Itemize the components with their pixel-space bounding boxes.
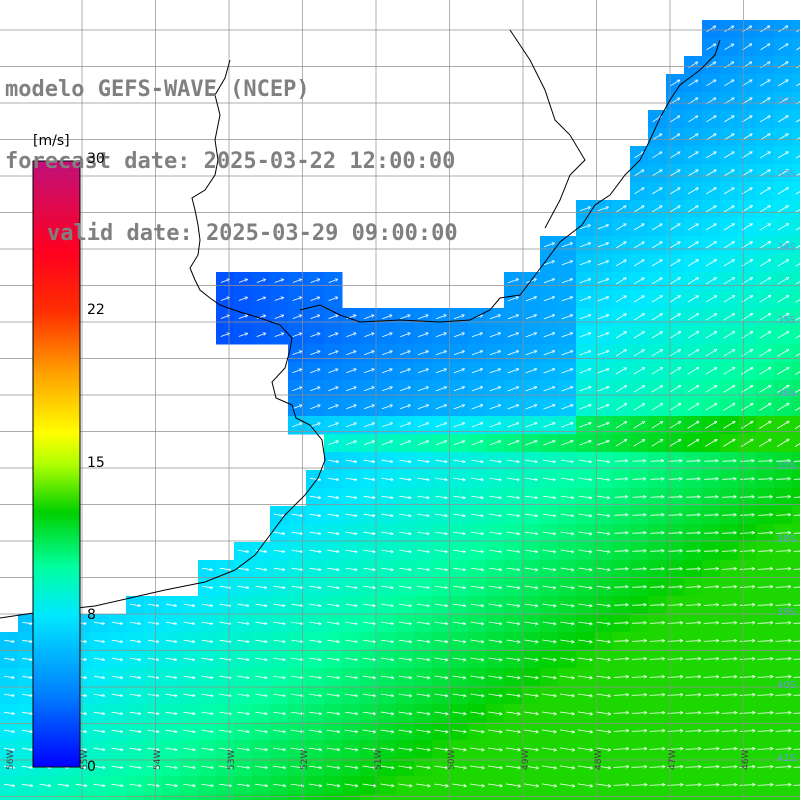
wind-cell: [234, 794, 253, 800]
latitude-label: 32S: [777, 96, 796, 107]
latitude-label: 35S: [777, 315, 796, 326]
wind-cell: [72, 794, 91, 800]
wind-cell: [756, 794, 775, 800]
wind-cell: [216, 794, 235, 800]
wind-cell: [504, 794, 523, 800]
wind-cell: [792, 200, 800, 219]
latitude-label: 38S: [777, 534, 796, 545]
wind-cell: [54, 794, 73, 800]
longitude-label: 51W: [374, 750, 384, 770]
wind-cell: [576, 794, 595, 800]
longitude-label: 47W: [668, 750, 678, 770]
longitude-label: 48W: [594, 750, 604, 770]
longitude-label: 56W: [6, 750, 16, 770]
wind-cell: [36, 794, 55, 800]
wind-cell: [792, 218, 800, 237]
longitude-label: 53W: [227, 750, 237, 770]
wind-cell: [540, 794, 559, 800]
wind-cell: [720, 794, 739, 800]
latitude-label: 40S: [777, 680, 796, 691]
model-title: modelo GEFS-WAVE (NCEP): [5, 78, 458, 102]
wind-cell: [432, 794, 451, 800]
colorbar-tick-15: 15: [87, 455, 105, 471]
wind-cell: [792, 326, 800, 345]
longitude-label: 49W: [521, 750, 531, 770]
longitude-label: 54W: [153, 750, 163, 770]
wind-cell: [414, 794, 433, 800]
wind-cell: [792, 254, 800, 273]
wind-cell: [252, 794, 271, 800]
latitude-label: 39S: [777, 607, 796, 618]
wind-cell: [792, 182, 800, 201]
wind-cell: [612, 794, 631, 800]
latitude-label: 41S: [777, 753, 796, 764]
wind-cell: [792, 110, 800, 129]
colorbar-tick-8: 8: [87, 607, 96, 623]
wind-cell: [738, 794, 757, 800]
wind-cell: [774, 794, 793, 800]
wind-cell: [450, 794, 469, 800]
wind-cell: [792, 38, 800, 57]
wind-cell: [468, 794, 487, 800]
latitude-label: 36S: [777, 388, 796, 399]
valid-date: valid date: 2025-03-29 09:00:00: [5, 222, 458, 246]
wind-cell: [702, 794, 721, 800]
wind-cell: [180, 794, 199, 800]
wind-cell: [792, 398, 800, 417]
wind-cell: [792, 794, 800, 800]
wind-cell: [666, 794, 685, 800]
wind-cell: [792, 290, 800, 309]
latitude-label: 34S: [777, 242, 796, 253]
wind-cell: [792, 272, 800, 291]
wind-cell: [144, 794, 163, 800]
title-block: modelo GEFS-WAVE (NCEP) forecast date: 2…: [5, 30, 458, 294]
wind-cell: [486, 794, 505, 800]
longitude-label: 50W: [447, 750, 457, 770]
latitude-label: 33S: [777, 169, 796, 180]
latitude-label: 37S: [777, 461, 796, 472]
colorbar-tick-22: 22: [87, 302, 105, 318]
wind-cell: [198, 794, 217, 800]
longitude-label: 46W: [741, 750, 751, 770]
wind-cell: [162, 794, 181, 800]
wind-cell: [126, 794, 145, 800]
wind-cell: [18, 794, 37, 800]
wind-cell: [630, 794, 649, 800]
wind-cell: [792, 56, 800, 75]
longitude-label: 55W: [80, 750, 90, 770]
forecast-date: forecast date: 2025-03-22 12:00:00: [5, 150, 458, 174]
wind-cell: [792, 434, 800, 453]
wind-cell: [0, 794, 19, 800]
wind-cell: [648, 794, 667, 800]
wind-cell: [792, 128, 800, 147]
wind-cell: [792, 146, 800, 165]
wind-cell: [378, 794, 397, 800]
wind-cell: [792, 362, 800, 381]
wind-cell: [288, 794, 307, 800]
wind-cell: [108, 794, 127, 800]
colorbar-unit: [m/s]: [33, 133, 70, 149]
wind-cell: [396, 794, 415, 800]
wind-cell: [684, 794, 703, 800]
wind-cell: [90, 794, 109, 800]
wind-cell: [522, 794, 541, 800]
colorbar-tick-30: 30: [87, 151, 105, 167]
wind-cell: [792, 74, 800, 93]
wind-cell: [558, 794, 577, 800]
wind-cell: [792, 20, 800, 39]
longitude-label: 52W: [300, 750, 310, 770]
wind-cell: [270, 794, 289, 800]
wind-cell: [306, 794, 325, 800]
wind-cell: [324, 794, 343, 800]
wind-cell: [342, 794, 361, 800]
wind-cell: [792, 344, 800, 363]
